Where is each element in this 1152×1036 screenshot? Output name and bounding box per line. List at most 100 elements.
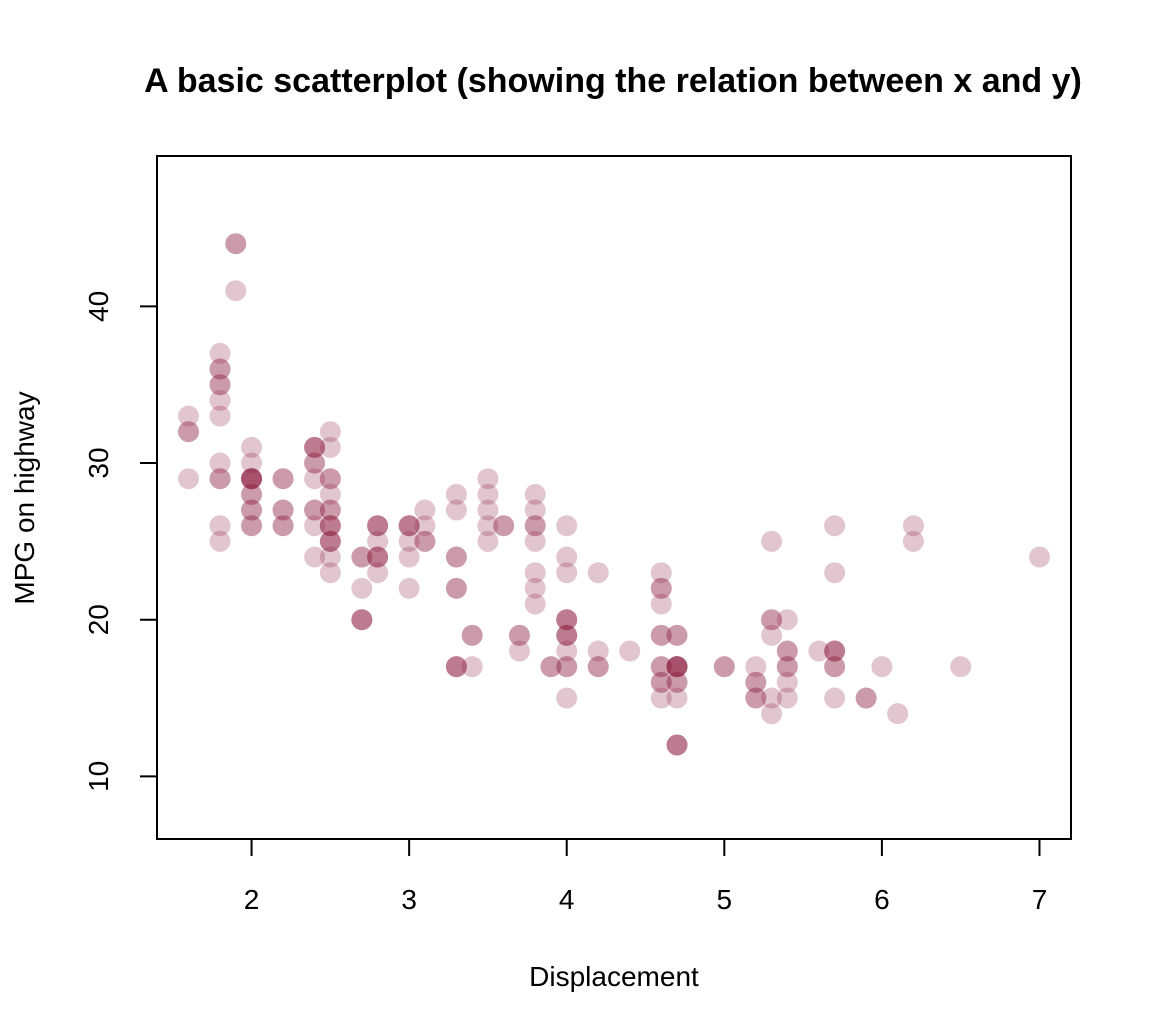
scatter-point bbox=[776, 656, 798, 678]
scatter-point bbox=[556, 562, 578, 584]
scatter-point bbox=[445, 577, 467, 599]
scatter-point bbox=[351, 609, 373, 631]
scatter-point bbox=[209, 405, 231, 427]
scatter-point bbox=[540, 656, 562, 678]
scatter-point bbox=[950, 656, 972, 678]
scatter-point bbox=[461, 624, 483, 646]
scatter-point bbox=[556, 609, 578, 631]
scatter-point bbox=[367, 546, 389, 568]
scatter-point bbox=[824, 656, 846, 678]
scatter-point bbox=[319, 515, 341, 537]
scatter-point bbox=[445, 483, 467, 505]
scatter-point bbox=[524, 577, 546, 599]
scatter-point bbox=[650, 577, 672, 599]
scatter-point bbox=[508, 640, 530, 662]
scatter-point bbox=[209, 358, 231, 380]
scatter-point bbox=[398, 530, 420, 552]
scatter-point bbox=[225, 233, 247, 255]
scatter-point bbox=[319, 530, 341, 552]
scatter-point bbox=[776, 671, 798, 693]
scatter-point bbox=[824, 640, 846, 662]
scatter-point bbox=[761, 703, 783, 725]
scatter-point bbox=[209, 358, 231, 380]
scatter-point bbox=[319, 499, 341, 521]
scatter-point bbox=[272, 515, 294, 537]
scatter-point bbox=[319, 483, 341, 505]
scatter-point bbox=[824, 515, 846, 537]
scatter-point bbox=[745, 656, 767, 678]
scatter-point bbox=[556, 640, 578, 662]
scatter-point bbox=[241, 468, 263, 490]
scatter-point bbox=[745, 671, 767, 693]
x-tick-label: 4 bbox=[559, 884, 575, 915]
scatter-point bbox=[666, 671, 688, 693]
scatter-point bbox=[824, 640, 846, 662]
plot-frame bbox=[156, 155, 1072, 840]
scatter-point bbox=[209, 374, 231, 396]
x-tick-label: 6 bbox=[874, 884, 890, 915]
scatter-point bbox=[367, 515, 389, 537]
scatter-point bbox=[445, 546, 467, 568]
scatter-point bbox=[477, 515, 499, 537]
scatter-point bbox=[477, 530, 499, 552]
scatter-point bbox=[445, 546, 467, 568]
scatter-point bbox=[666, 734, 688, 756]
scatter-point bbox=[319, 515, 341, 537]
scatter-point bbox=[508, 624, 530, 646]
scatter-point bbox=[414, 515, 436, 537]
y-tick-label: 20 bbox=[83, 604, 114, 635]
scatter-point bbox=[556, 687, 578, 709]
x-axis: 2 3 4 5 6 7 bbox=[244, 838, 1047, 915]
scatter-point bbox=[209, 342, 231, 364]
scatter-point bbox=[209, 452, 231, 474]
scatter-point bbox=[367, 562, 389, 584]
scatter-point bbox=[587, 562, 609, 584]
scatter-point bbox=[241, 452, 263, 474]
scatter-point bbox=[319, 468, 341, 490]
scatter-point bbox=[761, 530, 783, 552]
scatter-point bbox=[304, 515, 326, 537]
scatter-point bbox=[367, 530, 389, 552]
scatter-point bbox=[824, 656, 846, 678]
scatter-point bbox=[319, 546, 341, 568]
x-axis-label: Displacement bbox=[529, 961, 699, 992]
scatter-point bbox=[351, 546, 373, 568]
scatter-point bbox=[524, 499, 546, 521]
scatter-point bbox=[477, 499, 499, 521]
scatter-point bbox=[540, 656, 562, 678]
scatter-point bbox=[745, 671, 767, 693]
scatter-point bbox=[666, 624, 688, 646]
scatter-point bbox=[209, 468, 231, 490]
scatter-point bbox=[824, 562, 846, 584]
scatter-point bbox=[587, 656, 609, 678]
scatter-point bbox=[666, 656, 688, 678]
scatter-point bbox=[761, 624, 783, 646]
scatter-point bbox=[241, 499, 263, 521]
scatter-point bbox=[445, 577, 467, 599]
scatter-point bbox=[650, 624, 672, 646]
scatter-point bbox=[887, 703, 909, 725]
scatter-point bbox=[556, 656, 578, 678]
scatter-point bbox=[241, 483, 263, 505]
scatter-point bbox=[398, 515, 420, 537]
y-tick-label: 10 bbox=[83, 761, 114, 792]
x-tick-label: 5 bbox=[717, 884, 733, 915]
scatter-point bbox=[556, 609, 578, 631]
scatter-point bbox=[178, 405, 200, 427]
scatter-point bbox=[445, 499, 467, 521]
scatter-point bbox=[556, 515, 578, 537]
scatter-point bbox=[319, 421, 341, 443]
scatter-point bbox=[855, 687, 877, 709]
y-axis-label: MPG on highway bbox=[9, 391, 40, 604]
scatter-point bbox=[776, 656, 798, 678]
scatter-point bbox=[650, 577, 672, 599]
scatter-point bbox=[398, 577, 420, 599]
scatter-point bbox=[776, 687, 798, 709]
scatter-point bbox=[304, 436, 326, 458]
scatter-point bbox=[178, 421, 200, 443]
scatter-point bbox=[351, 546, 373, 568]
scatter-point bbox=[619, 640, 641, 662]
scatter-point bbox=[445, 656, 467, 678]
scatter-point bbox=[902, 515, 924, 537]
